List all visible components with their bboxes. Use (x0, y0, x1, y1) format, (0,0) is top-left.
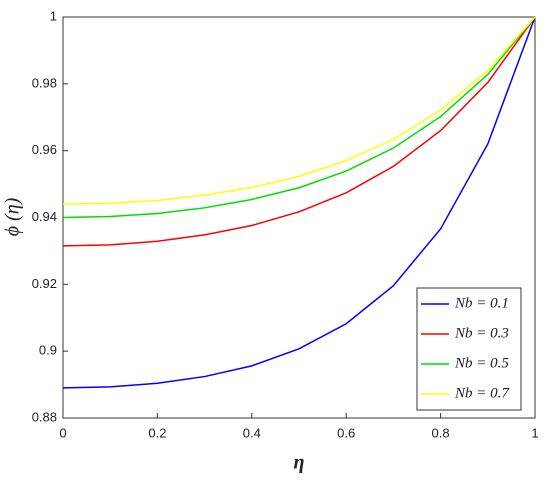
x-tick-label: 0 (59, 425, 66, 440)
legend-label: Nb = 0.3 (454, 325, 509, 341)
legend-box (416, 287, 522, 411)
x-tick-label: 0.8 (432, 425, 450, 440)
x-tick-label: 0.4 (243, 425, 261, 440)
x-axis-label: η (294, 452, 305, 474)
legend-label: Nb = 0.1 (454, 295, 509, 311)
y-tick-label: 0.98 (32, 75, 57, 90)
x-tick-label: 0.2 (148, 425, 166, 440)
x-tick-label: 1 (531, 425, 538, 440)
y-tick-label: 0.88 (32, 409, 57, 424)
y-tick-label: 0.92 (32, 276, 57, 291)
y-axis-label: ϕ (η) (2, 197, 24, 236)
legend-label: Nb = 0.5 (454, 355, 509, 371)
series-line (62, 16, 536, 205)
y-tick-label: 0.96 (32, 142, 57, 157)
series-line (62, 16, 536, 219)
x-tick-label: 0.6 (337, 425, 355, 440)
series-line (62, 16, 536, 389)
legend-label: Nb = 0.7 (454, 385, 510, 401)
y-tick-label: 0.94 (32, 209, 57, 224)
y-tick-label: 0.9 (39, 343, 57, 358)
series-line (62, 16, 536, 247)
y-tick-label: 1 (50, 8, 57, 23)
